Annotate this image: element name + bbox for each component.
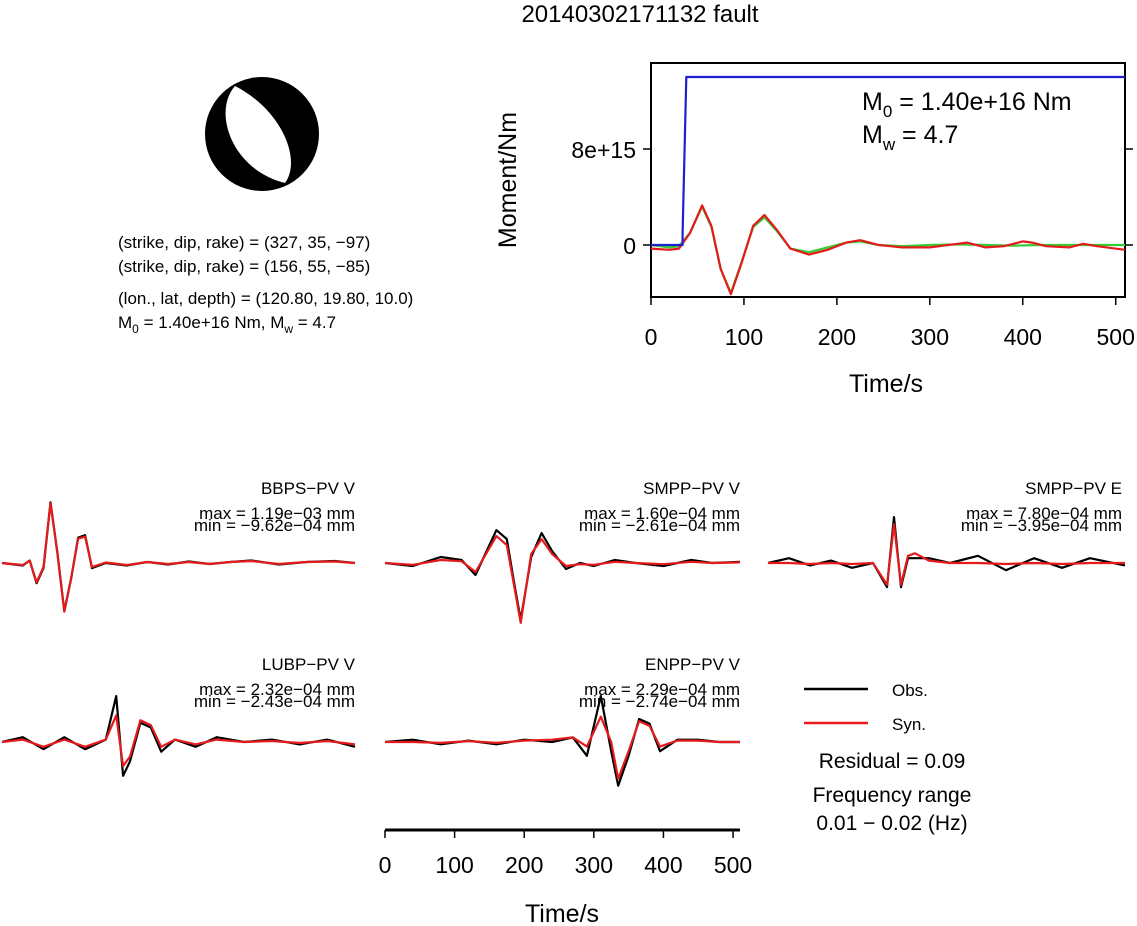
station-min: min = −2.74e−04 mm — [579, 692, 740, 711]
moment-mw-annotation: Mw = 4.7 — [862, 121, 958, 154]
figure-title: 20140302171132 fault — [521, 1, 758, 28]
ytick-label-0: 0 — [623, 233, 636, 259]
wave-xtick-label-500: 500 — [714, 852, 752, 878]
moment-xtick-label-200: 200 — [818, 324, 856, 350]
wave-xtick-label-300: 300 — [575, 852, 613, 878]
moment-xtick-label-400: 400 — [1004, 324, 1042, 350]
moment-series-blue — [651, 75, 1125, 247]
source-parameters: (strike, dip, rake) = (327, 35, −97) (st… — [118, 233, 413, 336]
wave-xtick-label-200: 200 — [505, 852, 543, 878]
frequency-range-value: 0.01 − 0.02 (Hz) — [816, 812, 967, 835]
station-max: max = 1.60e−04 mm — [584, 504, 740, 523]
moment-plot: 0 8e+15 Moment/Nm 0 100 200 300 400 500 Time/… — [494, 62, 1135, 398]
waveform-time-axis: 0 100 200 300 400 500 Time/s — [379, 828, 752, 926]
waveform-xlabel: Time/s — [525, 900, 599, 926]
frequency-range-label: Frequency range — [813, 784, 972, 807]
wave-xtick-label-400: 400 — [644, 852, 682, 878]
station-name: LUBP−PV V — [262, 655, 356, 674]
nodal-plane-2: (strike, dip, rake) = (156, 55, −85) — [118, 257, 370, 276]
moment-xtick-label-300: 300 — [911, 324, 949, 350]
moment-xlabel: Time/s — [849, 370, 923, 398]
station-max: max = 2.32e−04 mm — [199, 680, 355, 699]
station-min: min = −2.43e−04 mm — [194, 692, 355, 711]
station-name: SMPP−PV V — [643, 479, 741, 498]
moment-xtick-label-100: 100 — [725, 324, 763, 350]
residual-label: Residual = 0.09 — [819, 750, 966, 773]
synthetic-trace-4 — [1, 714, 356, 768]
ytick-label-8e15: 8e+15 — [571, 137, 636, 163]
station-min: min = −3.95e−04 mm — [961, 516, 1122, 535]
wave-xtick-label-0: 0 — [379, 852, 392, 878]
station-min: min = −9.62e−04 mm — [194, 516, 355, 535]
moment-ylabel: Moment/Nm — [494, 112, 522, 248]
station-name: SMPP−PV E — [1025, 479, 1122, 498]
moment-magnitude-line: M0 = 1.40e+16 Nm, Mw = 4.7 — [118, 313, 336, 336]
legend: Obs. Syn. Residual = 0.09 Frequency rang… — [804, 681, 971, 835]
observed-trace-4 — [1, 694, 356, 777]
moment-xtick-label-0: 0 — [645, 324, 658, 350]
moment-m0-annotation: M0 = 1.40e+16 Nm — [862, 88, 1072, 121]
station-max: max = 7.80e−04 mm — [966, 504, 1122, 523]
beachball-icon — [205, 77, 319, 191]
moment-xtick-label-500: 500 — [1097, 324, 1135, 350]
station-max: max = 1.19e−03 mm — [199, 504, 355, 523]
moment-plot-frame — [650, 62, 1126, 298]
synthetic-trace-1 — [1, 502, 356, 613]
legend-obs-label: Obs. — [892, 681, 928, 700]
nodal-plane-1: (strike, dip, rake) = (327, 35, −97) — [118, 233, 370, 252]
wave-xtick-label-100: 100 — [435, 852, 473, 878]
moment-series-red — [651, 204, 1125, 296]
station-name: BBPS−PV V — [261, 479, 356, 498]
station-max: max = 2.29e−04 mm — [584, 680, 740, 699]
moment-series-green — [651, 205, 1125, 295]
legend-syn-label: Syn. — [892, 715, 926, 734]
station-min: min = −2.61e−04 mm — [579, 516, 740, 535]
synthetic-trace-2 — [384, 534, 741, 624]
location-depth: (lon., lat, depth) = (120.80, 19.80, 10.… — [118, 289, 413, 308]
observed-trace-2 — [384, 528, 741, 621]
synthetic-trace-3 — [768, 523, 1125, 586]
synthetic-trace-5 — [385, 715, 740, 780]
station-name: ENPP−PV V — [645, 655, 741, 674]
